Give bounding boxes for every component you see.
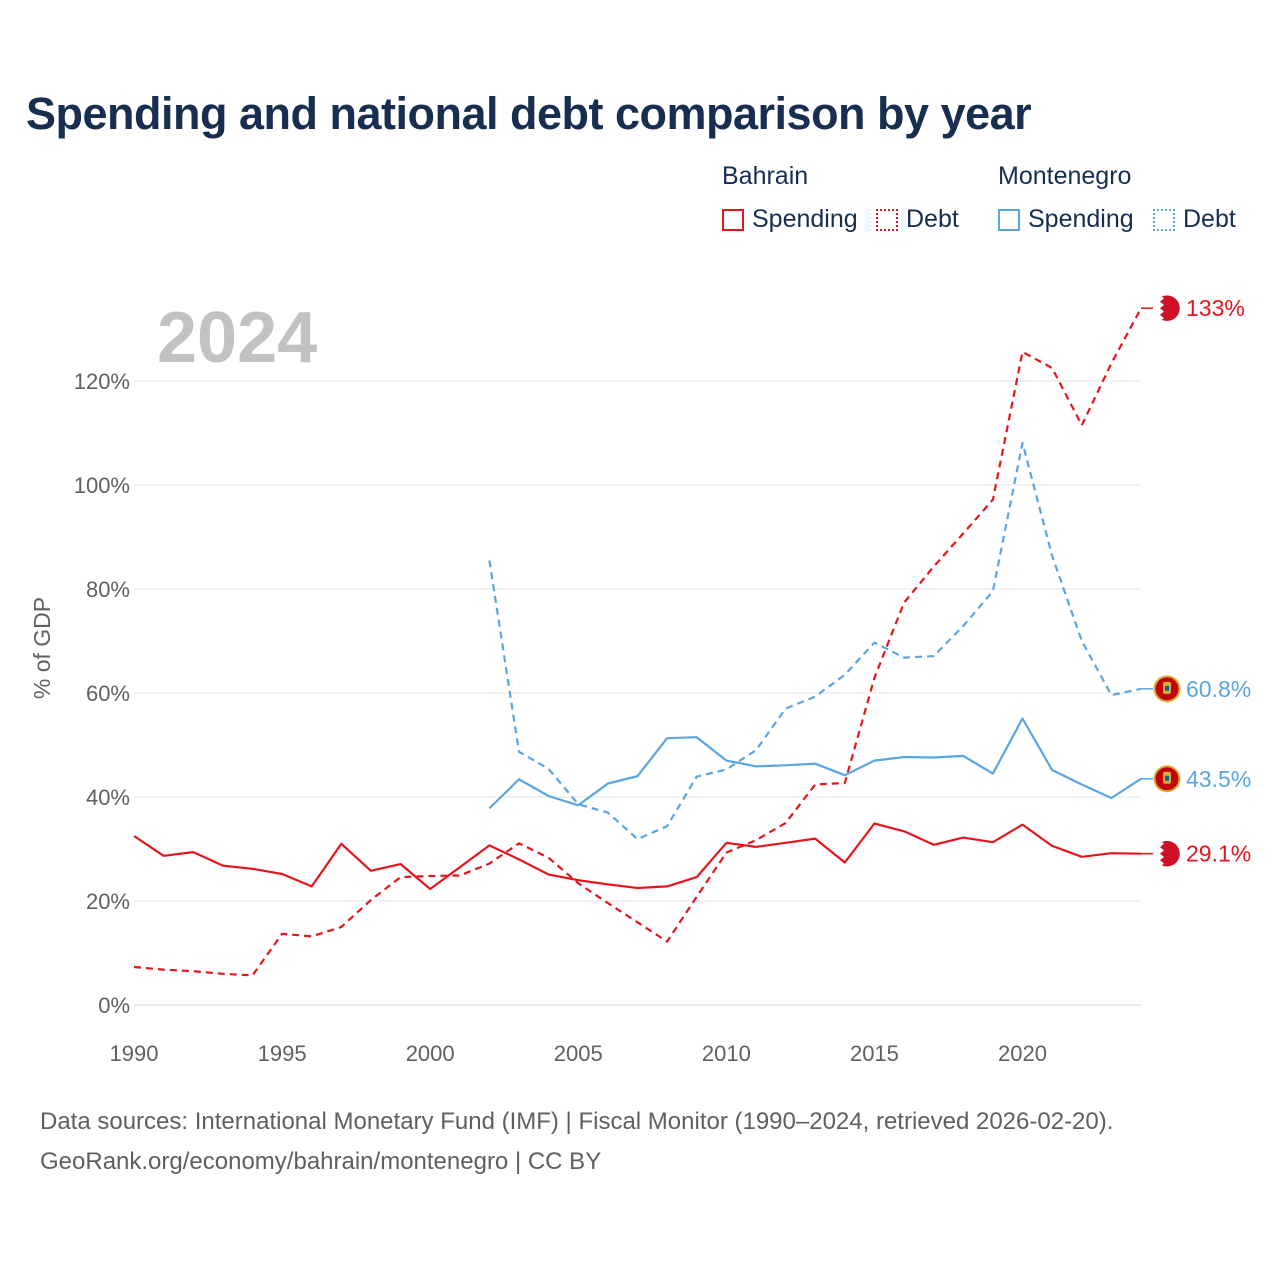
y-axis-label: % of GDP	[29, 597, 55, 699]
legend-montenegro-debt[interactable]: Debt	[1153, 205, 1236, 234]
x-tick-label: 2000	[406, 1041, 455, 1066]
end-value-label: 43.5%	[1186, 766, 1251, 792]
end-labels: 29.1% 133% 43.5% 60.8%	[1141, 294, 1251, 867]
legend-bahrain-title: Bahrain	[722, 162, 809, 190]
y-tick-label: 100%	[74, 473, 130, 498]
footer-sources: Data sources: International Monetary Fun…	[40, 1108, 1114, 1135]
legend-montenegro-spending[interactable]: Spending	[998, 205, 1134, 234]
legend-montenegro-debt-label: Debt	[1183, 205, 1236, 233]
y-tick-label: 20%	[86, 889, 130, 914]
series-lines	[133, 307, 1142, 977]
x-tick-label: 2010	[702, 1041, 751, 1066]
y-tick-label: 0%	[98, 993, 130, 1018]
bahrain-flag-icon	[1153, 294, 1181, 322]
y-tick-label: 60%	[86, 681, 130, 706]
footer-credit: GeoRank.org/economy/bahrain/montenegro |…	[40, 1148, 602, 1175]
series-line-montenegro-spending	[488, 717, 1142, 810]
legend-bahrain-spending[interactable]: Spending	[722, 205, 858, 234]
end-value-label: 133%	[1186, 295, 1245, 321]
series-line-bahrain-spending	[133, 822, 1142, 891]
bahrain-flag-icon	[1153, 840, 1181, 867]
y-tick-label: 120%	[74, 369, 130, 394]
x-tick-label: 1990	[110, 1041, 159, 1066]
x-tick-label: 2005	[554, 1041, 603, 1066]
legend-bahrain-debt[interactable]: Debt	[876, 205, 959, 234]
end-value-label: 29.1%	[1186, 841, 1251, 867]
x-tick-label: 1995	[258, 1041, 307, 1066]
y-tick-label: 80%	[86, 577, 130, 602]
end-value-label: 60.8%	[1186, 676, 1251, 702]
dotted-line-swatch-icon	[876, 208, 898, 231]
x-tick-label: 2015	[850, 1041, 899, 1066]
solid-line-swatch-icon	[998, 208, 1020, 231]
legend-montenegro-title: Montenegro	[998, 162, 1132, 190]
legend-bahrain-spending-label: Spending	[752, 205, 858, 233]
legend-bahrain-debt-label: Debt	[906, 205, 959, 233]
axes: 0% 20% 40% 60% 80% 100% 120% 1990 1995 2000 2005 20…	[74, 369, 1047, 1066]
year-watermark: 2024	[157, 298, 317, 378]
dotted-line-swatch-icon	[1153, 208, 1175, 231]
solid-line-swatch-icon	[722, 208, 744, 231]
legend-montenegro-spending-label: Spending	[1028, 205, 1134, 233]
series-line-montenegro-debt	[488, 441, 1142, 841]
montenegro-flag-icon	[1153, 675, 1181, 703]
grid-lines	[134, 380, 1141, 1006]
y-tick-label: 40%	[86, 785, 130, 810]
chart-title: Spending and national debt comparison by…	[26, 88, 1032, 139]
montenegro-flag-icon	[1153, 765, 1181, 793]
x-tick-label: 2020	[998, 1041, 1047, 1066]
series-line-bahrain-debt	[133, 307, 1142, 977]
